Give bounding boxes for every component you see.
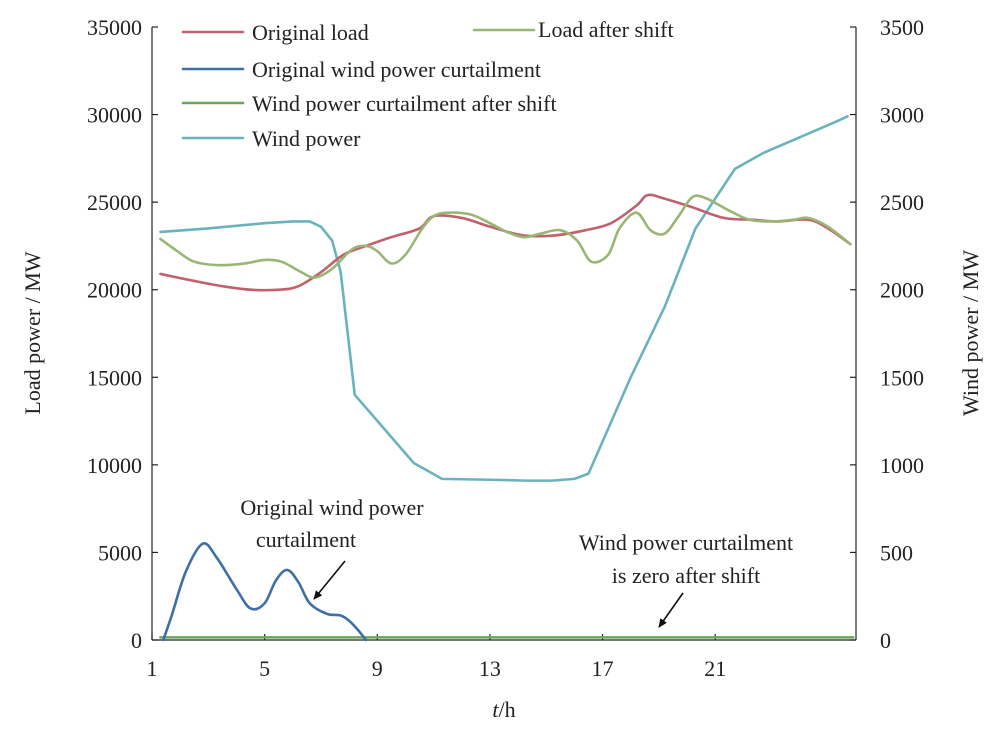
- y-left-tick-label-4: 20000: [87, 278, 142, 303]
- y-right-tick-label-1: 500: [880, 540, 913, 565]
- annotation-original-curtailment-line-1: Original wind power: [240, 495, 424, 520]
- x-tick-label-5: 21: [704, 656, 726, 681]
- y-axis-left-title: Load power / MW: [20, 251, 45, 414]
- y-left-tick-label-5: 25000: [87, 190, 142, 215]
- x-tick-label-3: 13: [479, 656, 501, 681]
- legend-label-original-load: Original load: [252, 20, 369, 45]
- legend-label-wind-power: Wind power: [252, 126, 361, 151]
- y-right-tick-label-2: 1000: [880, 453, 924, 478]
- series-line-original-wind-power-curtailment: [161, 542, 368, 642]
- annotation-curtailment-zero-arrow: [658, 592, 684, 628]
- x-tick-label-4: 17: [592, 656, 614, 681]
- y-left-tick-label-6: 30000: [87, 103, 142, 128]
- legend-label-load-after-shift: Load after shift: [538, 17, 674, 42]
- x-axis-title-unit: /h: [499, 697, 516, 722]
- legend-label-curtailment-after-shift: Wind power curtailment after shift: [252, 91, 557, 116]
- y-right-tick-label-6: 3000: [880, 103, 924, 128]
- plot-frame: [151, 27, 857, 641]
- x-tick-label-1: 5: [259, 656, 270, 681]
- x-tick-label-2: 9: [372, 656, 383, 681]
- legend: Original load Load after shift Original …: [181, 17, 674, 151]
- y-left-tick-label-0: 0: [131, 628, 142, 653]
- annotation-curtailment-zero-line-2: is zero after shift: [612, 563, 760, 588]
- x-tick-label-0: 1: [147, 656, 158, 681]
- series-line-original-load: [159, 193, 852, 292]
- series-line-wind-power: [159, 115, 849, 482]
- x-axis-title-italic: t: [492, 697, 499, 722]
- y-left-tick-label-2: 10000: [87, 453, 142, 478]
- series-layer: [159, 115, 855, 642]
- y-right-tick-label-7: 3500: [880, 15, 924, 40]
- y-left-tick-label-7: 35000: [87, 15, 142, 40]
- annotation-original-curtailment: Original wind power curtailment: [240, 495, 424, 600]
- left-axis-ticks: 0 5000 10000 15000 20000 25000 30000 35000: [87, 15, 158, 653]
- series-line-load-after-shift: [159, 194, 852, 279]
- annotation-curtailment-zero: Wind power curtailment is zero after shi…: [579, 530, 793, 628]
- y-axis-right-title: Wind power / MW: [958, 250, 983, 416]
- x-axis-ticks: 1 5 9 13 17 21: [147, 634, 726, 681]
- annotation-original-curtailment-line-2: curtailment: [256, 527, 356, 552]
- legend-label-original-curtailment: Original wind power curtailment: [252, 57, 541, 82]
- y-left-tick-label-1: 5000: [98, 540, 142, 565]
- right-axis-ticks: 0 500 1000 1500 2000 2500 3000 3500: [850, 15, 924, 653]
- x-axis-title: t/h: [492, 697, 515, 722]
- y-right-tick-label-0: 0: [880, 628, 891, 653]
- y-right-tick-label-4: 2000: [880, 278, 924, 303]
- y-left-tick-label-3: 15000: [87, 365, 142, 390]
- y-right-tick-label-3: 1500: [880, 365, 924, 390]
- annotation-original-curtailment-arrow: [313, 560, 346, 600]
- y-right-tick-label-5: 2500: [880, 190, 924, 215]
- annotation-curtailment-zero-line-1: Wind power curtailment: [579, 530, 793, 555]
